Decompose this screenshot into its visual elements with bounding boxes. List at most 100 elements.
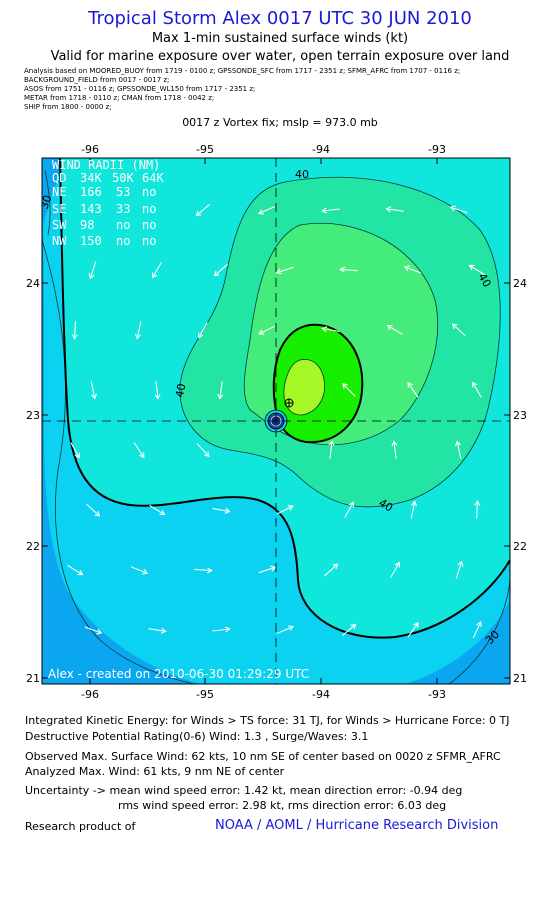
wind-vector-head <box>403 265 410 272</box>
analyzed-max-line: Analyzed Max. Wind: 61 kts, 9 nm NE of c… <box>25 765 285 778</box>
radii-cell: no <box>142 202 156 216</box>
wind-vector-head <box>332 563 339 570</box>
uncertainty-rms-line: rms wind speed error: 2.98 kt, rms direc… <box>118 799 447 812</box>
wind-vector <box>450 206 468 214</box>
source-line: METAR from 1718 - 0110 z; CMAN from 1718… <box>24 94 215 102</box>
wind-vector-head <box>224 626 231 633</box>
wind-vector <box>476 501 478 519</box>
wind-vector-head <box>198 332 204 339</box>
wind-vector-head <box>270 565 277 572</box>
wind-vector <box>342 383 356 397</box>
lat-tick-label: 21 <box>26 672 40 685</box>
wind-vector-head <box>71 334 78 340</box>
wind-vector <box>152 262 162 278</box>
validity-note: Valid for marine exposure over water, op… <box>50 49 510 64</box>
axis-ticks <box>42 158 510 684</box>
wind-vector <box>214 263 228 277</box>
wind-vector-head <box>275 268 282 275</box>
wind-vector <box>324 563 338 577</box>
radii-cell: no <box>142 185 156 199</box>
lon-tick-label: -95 <box>196 143 214 156</box>
wind-field-map: -96 -95 -94 -93 -96 -95 -94 -93 24 23 22… <box>26 143 527 700</box>
wind-vector-head <box>258 329 265 335</box>
radii-cell: no <box>142 234 156 248</box>
wind-vector-head <box>258 209 265 215</box>
wind-vector-head <box>88 273 95 280</box>
wind-vector-head <box>468 264 475 271</box>
wind-vector <box>456 441 462 459</box>
contour-label: 40 <box>475 271 493 290</box>
wind-vector-head <box>391 440 398 447</box>
page-subtitle: Max 1-min sustained surface winds (kt) <box>151 31 409 46</box>
wind-vector-head <box>96 628 103 635</box>
contour-34 <box>59 158 510 639</box>
wind-vector <box>212 507 230 513</box>
wind-vector <box>196 203 210 217</box>
lon-tick-label: -94 <box>312 143 330 156</box>
wind-vector-head <box>413 622 419 628</box>
wind-vector-head <box>213 270 220 277</box>
wind-vector <box>472 621 482 639</box>
source-line: SHIP from 1800 - 0000 z; <box>24 103 112 111</box>
wind-vector-head <box>287 625 294 631</box>
wind-vector-head <box>386 324 393 331</box>
source-line: ASOS from 1751 - 0116 z; GPSSONDE_WL150 … <box>24 85 256 93</box>
wind-band-outer <box>42 158 66 230</box>
wind-vector <box>258 205 276 215</box>
wind-band-outer <box>42 175 200 684</box>
radii-cell: 150 <box>80 234 102 248</box>
wind-vector <box>407 382 419 398</box>
contour-label: 40 <box>295 168 309 181</box>
wind-vector <box>86 503 100 517</box>
wind-vector <box>407 622 419 638</box>
wind-vector-head <box>142 568 149 575</box>
wind-vector <box>277 505 293 515</box>
wind-vector-head <box>160 627 167 634</box>
contour-30 <box>44 169 51 236</box>
wind-vector-head <box>342 383 348 389</box>
wind-vector <box>130 566 148 574</box>
contour-label: 40 <box>173 382 188 398</box>
research-label: Research product of <box>25 820 136 833</box>
wind-vector-head <box>350 623 357 630</box>
org-link[interactable]: NOAA / AOML / Hurricane Research Divisio… <box>215 818 499 833</box>
wind-vector <box>390 562 400 578</box>
lat-tick-label: 22 <box>513 540 527 553</box>
wind-vector <box>149 504 165 516</box>
radii-quadrant: SW <box>52 218 67 232</box>
map-frame <box>41 157 511 685</box>
wind-vector <box>155 381 159 399</box>
wind-vector <box>404 266 422 274</box>
wind-vector-head <box>385 206 392 213</box>
radii-cell: 143 <box>80 202 102 216</box>
dpr-line: Destructive Potential Rating(0-6) Wind: … <box>25 730 369 743</box>
wind-vector <box>90 381 96 399</box>
lon-tick-label: -96 <box>81 688 99 700</box>
lon-tick-label: -96 <box>81 143 99 156</box>
contour-40 <box>179 176 501 508</box>
wind-vector <box>73 321 77 339</box>
wind-vectors <box>67 203 485 639</box>
wind-vector <box>342 623 356 637</box>
wind-vector-head <box>77 569 84 576</box>
radii-cell: 33 <box>116 202 130 216</box>
wind-vector-head <box>321 207 328 214</box>
radii-quadrant: NE <box>52 185 66 199</box>
vortex-fix: 0017 z Vortex fix; mslp = 973.0 mb <box>182 116 378 129</box>
lat-tick-label: 23 <box>513 409 527 422</box>
wind-core <box>283 359 325 416</box>
wind-vector <box>410 501 416 519</box>
wind-vector <box>455 561 463 579</box>
lon-tick-label: -95 <box>196 688 214 700</box>
wind-radii-table: WIND RADII (NM) QD 34K 50K 64K NE 166 53… <box>52 158 164 248</box>
wind-vector-head <box>457 560 464 567</box>
radii-cell: no <box>142 218 156 232</box>
wind-vector <box>198 322 208 338</box>
radii-cell: 98 <box>80 218 94 232</box>
wind-vector <box>322 208 340 212</box>
wind-vector <box>469 264 485 276</box>
wind-vector-head <box>476 621 482 628</box>
max-wind-marker <box>284 398 294 408</box>
wind-vector-head <box>74 452 80 459</box>
wind-vector <box>329 441 333 459</box>
